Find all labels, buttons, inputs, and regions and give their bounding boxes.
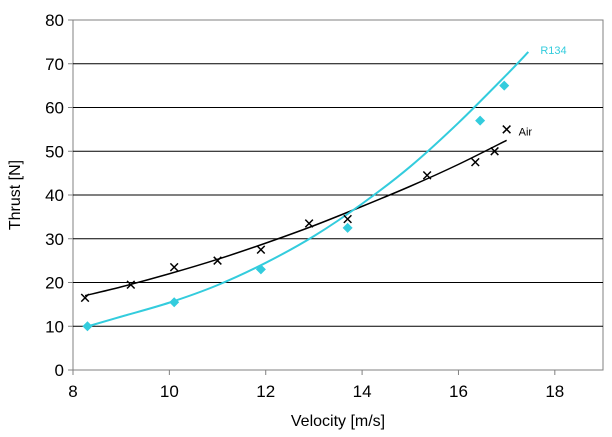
- air-data-point: [80, 293, 90, 303]
- trendlines: [84, 51, 530, 329]
- r134-series-label: R134: [540, 45, 566, 57]
- r134-data-point: [169, 297, 180, 308]
- y-tick-label: 20: [45, 274, 64, 293]
- x-tick-label: 16: [449, 382, 468, 401]
- y-tick-label: 80: [45, 11, 64, 30]
- air-data-point: [343, 214, 352, 224]
- air-trendline: [84, 139, 507, 297]
- air-data-point: [256, 245, 266, 255]
- y-tick-labels: 0 10 20 30 40 50 60 70 80: [45, 11, 73, 380]
- x-tick-label: 14: [353, 382, 372, 401]
- air-data-point: [490, 146, 499, 156]
- r134-data-point: [475, 115, 486, 126]
- air-data-point: [502, 125, 511, 134]
- x-tick-label: 8: [68, 382, 77, 401]
- series-labels: Air R134: [519, 45, 567, 138]
- y-tick-label: 50: [45, 142, 64, 161]
- x-axis-title: Velocity [m/s]: [291, 413, 385, 430]
- y-tick-label: 70: [45, 55, 64, 74]
- y-tick-label: 10: [45, 317, 64, 336]
- x-tick-label: 10: [160, 382, 179, 401]
- air-data-point: [304, 219, 314, 228]
- air-data-point: [126, 280, 136, 290]
- air-data-point: [169, 262, 179, 272]
- r134-data-point: [82, 321, 93, 332]
- x-tick-label: 12: [256, 382, 275, 401]
- r134-trendline: [84, 51, 530, 329]
- r134-data-point: [499, 80, 510, 91]
- y-tick-label: 60: [45, 99, 64, 118]
- air-data-point: [422, 170, 432, 180]
- x-tick-labels: 8 10 12 14 16 18: [68, 370, 564, 401]
- gridlines: [73, 63, 603, 327]
- air-data-point: [213, 256, 222, 265]
- r134-data-point: [342, 222, 353, 233]
- y-axis-title: Thrust [N]: [7, 160, 24, 230]
- data-markers: [80, 80, 511, 332]
- air-data-point: [470, 157, 480, 167]
- air-series-label: Air: [519, 126, 533, 138]
- y-tick-label: 0: [55, 361, 64, 380]
- r134-data-point: [255, 264, 266, 275]
- y-tick-label: 30: [45, 230, 64, 249]
- x-tick-label: 18: [545, 382, 564, 401]
- y-tick-label: 40: [45, 186, 64, 205]
